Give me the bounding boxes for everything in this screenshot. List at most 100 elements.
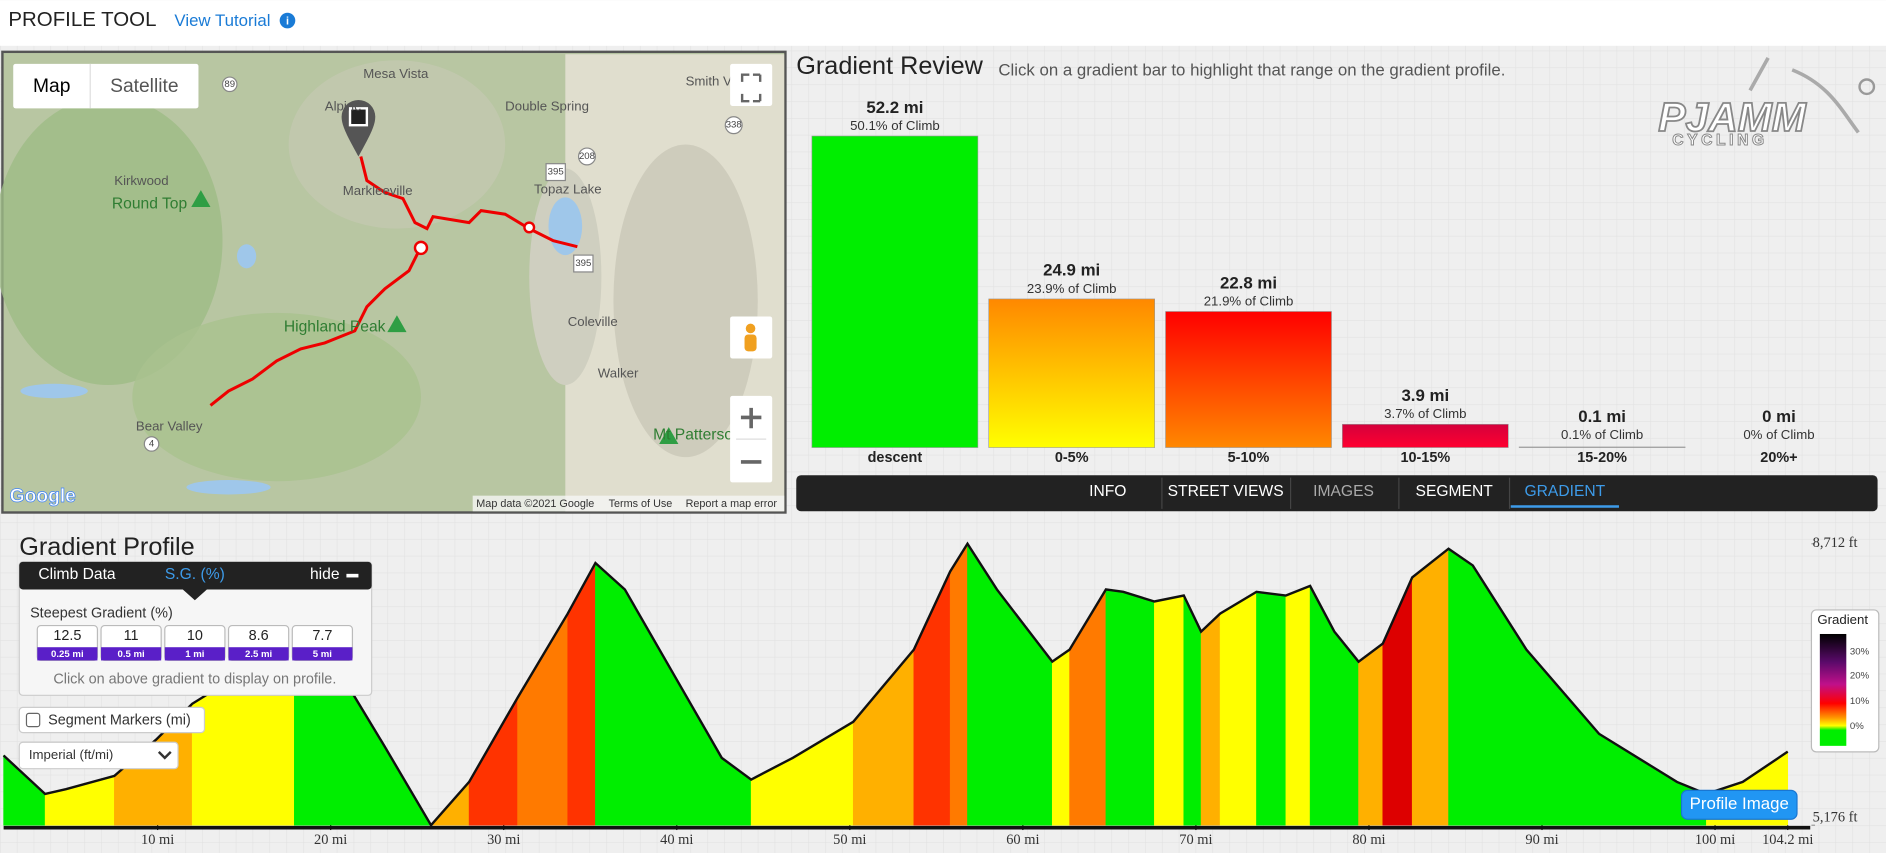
- map-attribution: Map data ©2021 Google: [476, 498, 594, 510]
- sg-value: 7.7: [312, 628, 332, 644]
- info-icon[interactable]: [279, 12, 296, 29]
- profile-segment: [1154, 595, 1185, 826]
- header-bar: [0, 0, 1886, 46]
- profile-segment: [1448, 548, 1474, 826]
- bar[interactable]: [811, 135, 979, 448]
- place: Mt Patterso: [653, 427, 733, 444]
- unit-select[interactable]: [18, 741, 179, 770]
- map-footer: [472, 495, 785, 512]
- report-link[interactable]: Report a map error: [686, 498, 778, 510]
- review-title: Gradient Review: [796, 52, 983, 80]
- place: Walker: [598, 366, 639, 381]
- place: Bear Valley: [136, 419, 203, 434]
- bar-share-label: 21.9% of Climb: [1204, 293, 1294, 308]
- place: Topaz Lake: [534, 182, 602, 197]
- profile-segment: [1256, 591, 1287, 826]
- bar[interactable]: [988, 298, 1155, 448]
- checkbox-label: Segment Markers (mi): [48, 712, 191, 728]
- terms-link[interactable]: Terms of Use: [609, 498, 673, 510]
- profile-segment: [1358, 642, 1384, 826]
- place: Markleeville: [343, 183, 413, 198]
- bar[interactable]: [1518, 446, 1686, 448]
- info-glyph: i: [286, 16, 289, 28]
- checkbox[interactable]: [25, 712, 41, 728]
- sg-distance: 2.5 mi: [245, 649, 272, 660]
- profile-segment: [949, 542, 968, 826]
- place: Round Top: [112, 196, 188, 213]
- profile-segment: [1183, 595, 1202, 826]
- tab[interactable]: STREET VIEWS: [1168, 483, 1284, 500]
- bar[interactable]: [1342, 423, 1509, 448]
- logo-name: PJAMM: [1658, 94, 1807, 140]
- tab-active[interactable]: GRADIENT: [1524, 483, 1605, 500]
- legend-tick: 10%: [1850, 696, 1870, 707]
- sg-value: 11: [124, 628, 139, 644]
- legend-title: Gradient: [1817, 612, 1868, 627]
- google-logo: Google: [10, 486, 77, 507]
- sg-distance-bg: [101, 647, 162, 661]
- hide-icon: [346, 573, 359, 578]
- place: Kirkwood: [114, 173, 168, 188]
- hide-button[interactable]: hide: [310, 566, 340, 583]
- tutorial-link[interactable]: View Tutorial: [174, 11, 270, 30]
- road-shields: 89 338 208 395 395 4: [143, 76, 743, 452]
- sg-distance: 1 mi: [185, 649, 204, 660]
- pjamm-logo: PJAMM CYCLING: [1657, 56, 1876, 149]
- tabs: INFO STREET VIEWS IMAGES SEGMENT GRADIEN…: [1089, 477, 1619, 509]
- sg-distance: 0.5 mi: [117, 649, 144, 660]
- tab[interactable]: SEGMENT: [1416, 483, 1494, 500]
- profile-segment: [967, 542, 998, 826]
- profile-segment: [1285, 585, 1311, 826]
- bar-share-label: 0.1% of Climb: [1561, 427, 1643, 442]
- road: 4: [149, 438, 155, 449]
- x-tick-label: 70 mi: [1179, 832, 1212, 848]
- x-tick-label: 10 mi: [141, 832, 174, 848]
- map-type-control: [13, 63, 199, 109]
- panel-tab[interactable]: S.G. (%): [165, 566, 225, 583]
- tab[interactable]: IMAGES: [1313, 483, 1374, 500]
- satellite-button[interactable]: Satellite: [110, 76, 178, 97]
- page-title: PROFILE TOOL: [8, 8, 156, 31]
- pegman-head: [745, 323, 756, 334]
- legend-tick: 20%: [1850, 671, 1870, 682]
- y-tick-label: 8,712 ft: [1813, 535, 1858, 551]
- y-tick-label: 5,176 ft: [1813, 809, 1858, 825]
- profile-image-button[interactable]: [1680, 789, 1798, 820]
- zoom-in[interactable]: [740, 407, 762, 429]
- select-value: Imperial (ft/mi): [29, 747, 113, 762]
- sg-distance-bg: [228, 647, 289, 661]
- bar-value-label: 52.2 mi: [866, 98, 923, 117]
- checkbox-row: [18, 706, 206, 734]
- road: 338: [726, 120, 742, 131]
- x-tick-label: 50 mi: [833, 832, 866, 848]
- profile-segment: [44, 788, 67, 826]
- bar[interactable]: [1165, 311, 1332, 448]
- sg-distance-bg: [37, 647, 98, 661]
- pegman-body: [744, 334, 757, 352]
- panel-tab[interactable]: Climb Data: [38, 566, 116, 583]
- x-tick-label: 20 mi: [314, 832, 347, 848]
- x-tick-label: 30 mi: [487, 832, 520, 848]
- profile-segment: [595, 562, 626, 826]
- profile-segment: [240, 673, 295, 826]
- bar-value-label: 0 mi: [1762, 407, 1796, 426]
- tab[interactable]: INFO: [1089, 483, 1126, 500]
- map-button[interactable]: Map: [33, 76, 70, 97]
- profile-segment: [1411, 548, 1449, 826]
- legend-tick: 30%: [1850, 647, 1870, 658]
- map[interactable]: [0, 50, 787, 514]
- sg-distance: 5 mi: [313, 649, 332, 660]
- profile-segment: [1219, 591, 1257, 826]
- profile-segment: [1051, 649, 1070, 826]
- fullscreen-button[interactable]: [730, 63, 773, 106]
- bar-share-label: 50.1% of Climb: [850, 118, 940, 133]
- bar-category: 10-15%: [1400, 450, 1450, 466]
- climb-data-panel: Climb Data S.G. (%) hide Steepest Gradie…: [18, 561, 373, 696]
- x-tick-label: 104.2 mi: [1762, 832, 1813, 848]
- bar-category: 20%+: [1760, 450, 1797, 466]
- road: 395: [548, 167, 564, 178]
